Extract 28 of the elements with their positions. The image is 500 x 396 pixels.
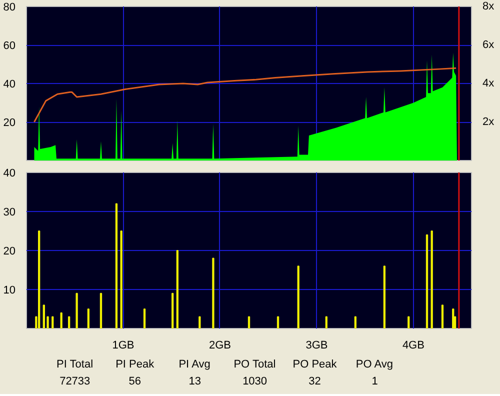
y2-tick-label: 2x <box>482 116 495 128</box>
text: 1 <box>372 376 378 388</box>
y-tick-label: 10 <box>3 284 16 296</box>
x-tick-label: 1GB <box>112 340 134 352</box>
text: PO Avg <box>356 358 394 370</box>
text: 56 <box>128 376 141 388</box>
y2-tick-label: 4x <box>482 78 495 90</box>
text: 32 <box>308 376 321 388</box>
y-tick-label: 80 <box>3 2 16 14</box>
y2-tick-label: 8x <box>482 0 495 12</box>
y-tick-label: 60 <box>3 40 16 52</box>
text: PI Avg <box>178 358 210 370</box>
y-tick-label: 40 <box>3 168 16 180</box>
x-tick-label: 2GB <box>208 340 231 352</box>
text: 1030 <box>242 376 268 388</box>
text: PO Total <box>234 358 276 370</box>
y-tick-label: 40 <box>3 78 16 90</box>
y-tick-label: 30 <box>3 206 16 218</box>
y-tick-label: 20 <box>3 117 16 129</box>
text: 13 <box>188 376 201 388</box>
x-tick-label: 4GB <box>402 340 424 352</box>
text: 72733 <box>60 376 90 388</box>
x-tick-label: 3GB <box>306 340 328 352</box>
text: PI Total <box>56 358 94 370</box>
y-tick-label: 20 <box>3 246 16 258</box>
text: PO Peak <box>292 358 338 370</box>
text: PI Peak <box>116 358 155 370</box>
y2-tick-label: 6x <box>482 39 495 51</box>
